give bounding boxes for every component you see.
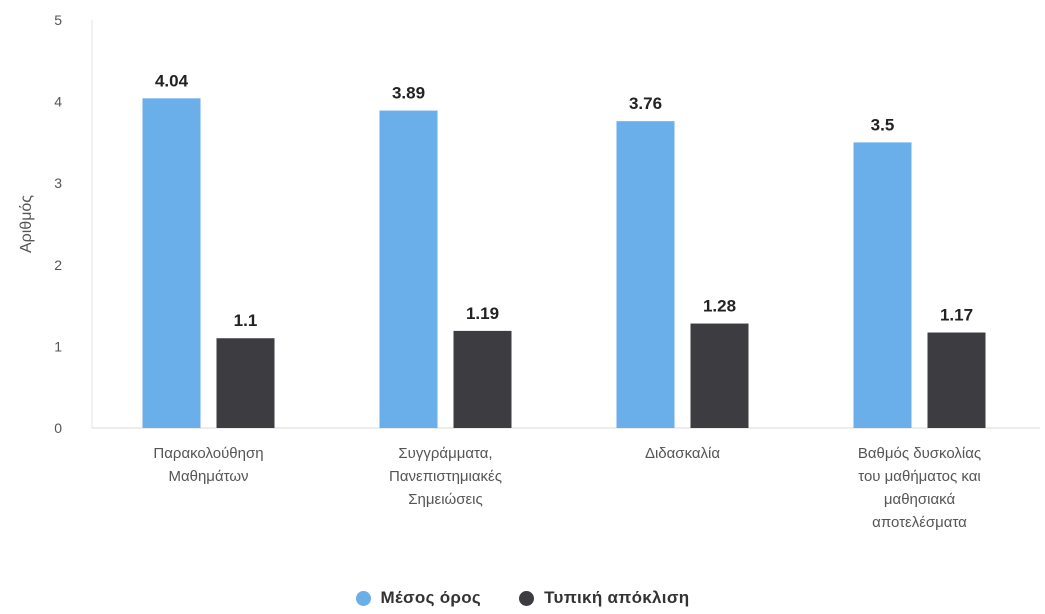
x-tick-label: Συγγράμματα, <box>398 445 492 462</box>
x-tick-label: αποτελέσματα <box>872 514 967 531</box>
data-label: 3.89 <box>392 84 425 103</box>
y-tick-label: 2 <box>54 257 62 273</box>
data-label: 4.04 <box>155 71 189 90</box>
data-label: 1.28 <box>703 297 736 316</box>
x-tick-label: Μαθημάτων <box>168 468 248 485</box>
data-label: 1.19 <box>466 304 499 323</box>
x-tick-label: Βαθμός δυσκολίας <box>858 445 981 462</box>
x-tick-label: μαθησιακά <box>884 491 956 508</box>
y-axis-title: Αριθμός <box>18 195 35 253</box>
y-tick-label: 0 <box>54 420 62 436</box>
bar <box>853 142 912 428</box>
x-tick-label: Πανεπιστημιακές <box>389 468 502 485</box>
y-tick-label: 3 <box>54 175 62 191</box>
y-tick-label: 4 <box>54 94 62 110</box>
legend-item-std[interactable]: Τυπική απόκλιση <box>519 588 689 608</box>
x-tick-label: Διδασκαλία <box>645 445 720 462</box>
y-tick-label: 1 <box>54 338 62 354</box>
data-label: 3.5 <box>871 115 895 134</box>
bar <box>453 330 512 428</box>
legend-label-std: Τυπική απόκλιση <box>544 588 690 607</box>
x-tick-label: Παρακολούθηση <box>153 445 263 462</box>
bar <box>142 98 201 428</box>
bar <box>690 323 749 428</box>
legend-swatch-mean <box>355 590 371 606</box>
legend-swatch-std <box>519 590 535 606</box>
legend: Μέσος όρος Τυπική απόκλιση <box>0 582 1045 614</box>
legend-item-mean[interactable]: Μέσος όρος <box>355 588 482 608</box>
bar <box>927 332 986 428</box>
bar <box>379 110 438 429</box>
data-label: 3.76 <box>629 94 662 113</box>
bar <box>216 338 275 428</box>
data-label: 1.17 <box>940 306 973 325</box>
legend-label-mean: Μέσος όρος <box>380 588 482 607</box>
data-label: 1.1 <box>234 311 258 330</box>
bar-chart: 0 1 2 3 4 5 Αριθμός 4.04 1.1 Παρακολούθηση Μαθημάτ… <box>18 12 1040 531</box>
x-tick-label: Σημειώσεις <box>408 491 483 508</box>
x-tick-label: του μαθήματος και <box>858 468 981 485</box>
bar <box>616 121 675 429</box>
y-tick-label: 5 <box>54 12 62 28</box>
